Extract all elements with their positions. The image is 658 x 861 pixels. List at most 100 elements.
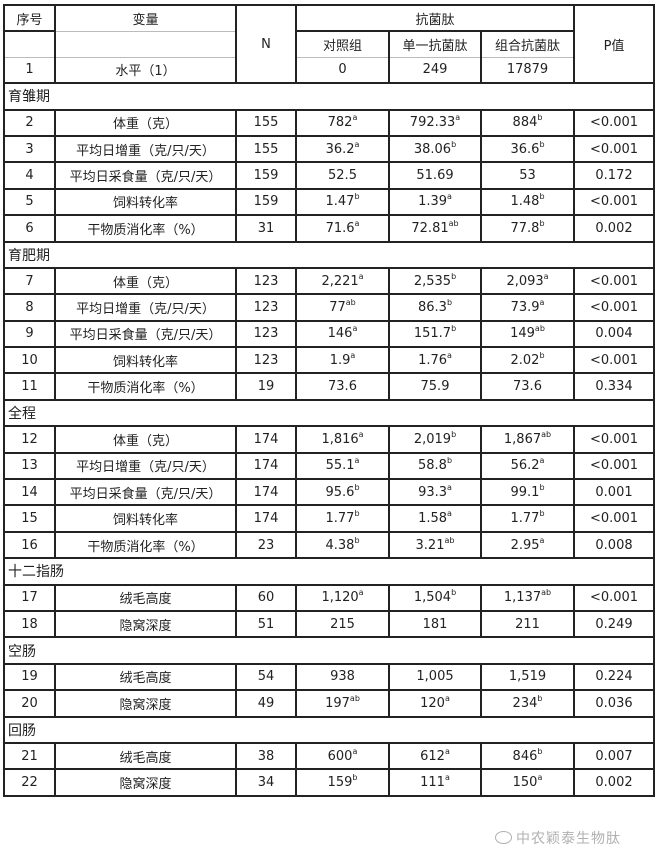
cell-combo-peptide-significance: ab	[541, 429, 552, 439]
cell-seq: 12	[3, 425, 56, 454]
cell-n: 38	[235, 741, 297, 771]
cell-variable: 绒毛高度	[54, 583, 237, 612]
cell-combo-peptide-significance: b	[537, 693, 543, 703]
cell-combo-peptide: 1,137ab	[480, 583, 575, 612]
cell-seq: 10	[3, 346, 56, 375]
cell-control-value: 1.9	[329, 352, 351, 368]
cell-control: 95.6b	[295, 478, 390, 507]
cell-seq: 6	[3, 214, 56, 243]
cell-control-significance: a	[352, 324, 358, 334]
cell-single-peptide-value: 181	[422, 616, 448, 632]
cell-combo-peptide: 73.9a	[480, 293, 575, 322]
section-label: 育雏期	[3, 82, 655, 111]
cell-p-value: 0.334	[573, 372, 655, 401]
level-single: 249	[388, 56, 482, 85]
cell-n: 159	[235, 187, 297, 217]
cell-combo-peptide-value: 99.1	[510, 484, 540, 500]
watermark: 中农颖泰生物肽	[495, 828, 621, 848]
cell-variable: 平均日增重（克/只/天）	[54, 134, 237, 164]
cell-control-significance: a	[352, 746, 358, 756]
cell-p-value: 0.004	[573, 319, 655, 349]
cell-combo-peptide: 149ab	[480, 319, 575, 349]
cell-single-peptide-value: 72.81	[411, 220, 449, 236]
cell-single-peptide: 151.7b	[388, 319, 482, 349]
cell-variable: 饲料转化率	[54, 504, 237, 533]
cell-combo-peptide-value: 73.9	[510, 299, 540, 315]
cell-combo-peptide-significance: b	[539, 509, 545, 519]
cell-control-value: 2,221	[321, 273, 359, 289]
cell-n: 60	[235, 583, 297, 612]
watermark-text: 中农颖泰生物肽	[516, 831, 621, 847]
section-label: 空肠	[3, 636, 655, 665]
header-row-1: 序号 变量 N 抗菌肽 P值	[3, 3, 655, 85]
cell-control-value: 1.47	[325, 194, 355, 210]
cell-seq: 17	[3, 583, 56, 612]
cell-control-value: 1,816	[321, 431, 359, 447]
table-row: 6 干物质消化率（%） 31 71.6a 72.81ab 77.8b 0.002	[3, 214, 655, 243]
cell-single-peptide: 120a	[388, 689, 482, 718]
cell-single-peptide-value: 1,005	[416, 669, 454, 685]
cell-n: 31	[235, 214, 297, 243]
level-seq: 1	[3, 56, 56, 85]
cell-p-value: 0.007	[573, 741, 655, 771]
cell-control-value: 215	[330, 616, 355, 632]
cell-control-significance: a	[358, 271, 364, 281]
header-combo-peptide: 组合抗菌肽	[480, 30, 575, 58]
cell-combo-peptide-significance: a	[537, 773, 543, 783]
table-row: 4 平均日采食量（克/只/天） 159 52.5 51.69 53 0.172	[3, 161, 655, 190]
cell-single-peptide-significance: a	[447, 482, 452, 492]
cell-combo-peptide-value: 149	[510, 326, 535, 342]
cell-control-value: 159	[327, 775, 353, 791]
section-label: 十二指肠	[3, 557, 655, 586]
cell-combo-peptide-significance: b	[539, 350, 545, 360]
cell-single-peptide: 86.3b	[388, 293, 482, 322]
cell-single-peptide: 1.39a	[388, 187, 482, 217]
header-variable-blank	[54, 30, 237, 58]
section-row: 空肠	[3, 636, 655, 665]
cell-p-value: 0.002	[573, 768, 655, 797]
cell-single-peptide: 3.21ab	[388, 530, 482, 560]
cell-seq: 16	[3, 530, 56, 560]
cell-control-value: 77	[329, 299, 346, 315]
cell-combo-peptide-significance: b	[537, 113, 543, 123]
cell-combo-peptide-significance: a	[539, 456, 545, 466]
cell-n: 174	[235, 451, 297, 481]
cell-variable: 绒毛高度	[54, 741, 237, 771]
cell-seq: 20	[3, 689, 56, 718]
cell-n: 174	[235, 478, 297, 507]
cell-single-peptide-value: 75.9	[420, 379, 450, 395]
cell-p-value: <0.001	[573, 293, 655, 322]
cell-combo-peptide-value: 77.8	[510, 220, 540, 236]
cell-p-value: 0.224	[573, 662, 655, 692]
cell-p-value: 0.002	[573, 214, 655, 243]
table-row: 5 饲料转化率 159 1.47b 1.39a 1.48b <0.001	[3, 187, 655, 217]
cell-control: 600a	[295, 741, 390, 771]
cell-single-peptide: 93.3a	[388, 478, 482, 507]
cell-variable: 隐窝深度	[54, 768, 237, 797]
cell-n: 23	[235, 530, 297, 560]
cell-control-significance: b	[354, 482, 360, 492]
cell-single-peptide-value: 1.76	[418, 352, 448, 368]
table-row: 17 绒毛高度 60 1,120a 1,504b 1,137ab <0.001	[3, 583, 655, 612]
cell-variable: 隐窝深度	[54, 689, 237, 718]
cell-control-value: 1.77	[325, 511, 355, 527]
cell-combo-peptide: 1,519	[480, 662, 575, 692]
cell-control-value: 36.2	[325, 141, 355, 157]
cell-single-peptide: 2,535b	[388, 266, 482, 296]
cell-control: 197ab	[295, 689, 390, 718]
section-row: 育肥期	[3, 240, 655, 269]
cell-single-peptide: 1.76a	[388, 346, 482, 375]
cell-seq: 19	[3, 662, 56, 692]
header-variable: 变量	[54, 3, 237, 32]
cell-combo-peptide: 1,867ab	[480, 425, 575, 454]
cell-single-peptide: 58.8b	[388, 451, 482, 481]
cell-combo-peptide-value: 1,519	[508, 669, 547, 685]
cell-control: 1.47b	[295, 187, 390, 217]
cell-control: 1.9a	[295, 346, 390, 375]
cell-single-peptide: 75.9	[388, 372, 482, 401]
cell-variable: 隐窝深度	[54, 609, 237, 639]
cell-n: 123	[235, 293, 297, 322]
cell-control-value: 938	[330, 669, 355, 685]
cell-combo-peptide-significance: a	[539, 297, 545, 307]
cell-single-peptide-significance: ab	[444, 535, 455, 545]
